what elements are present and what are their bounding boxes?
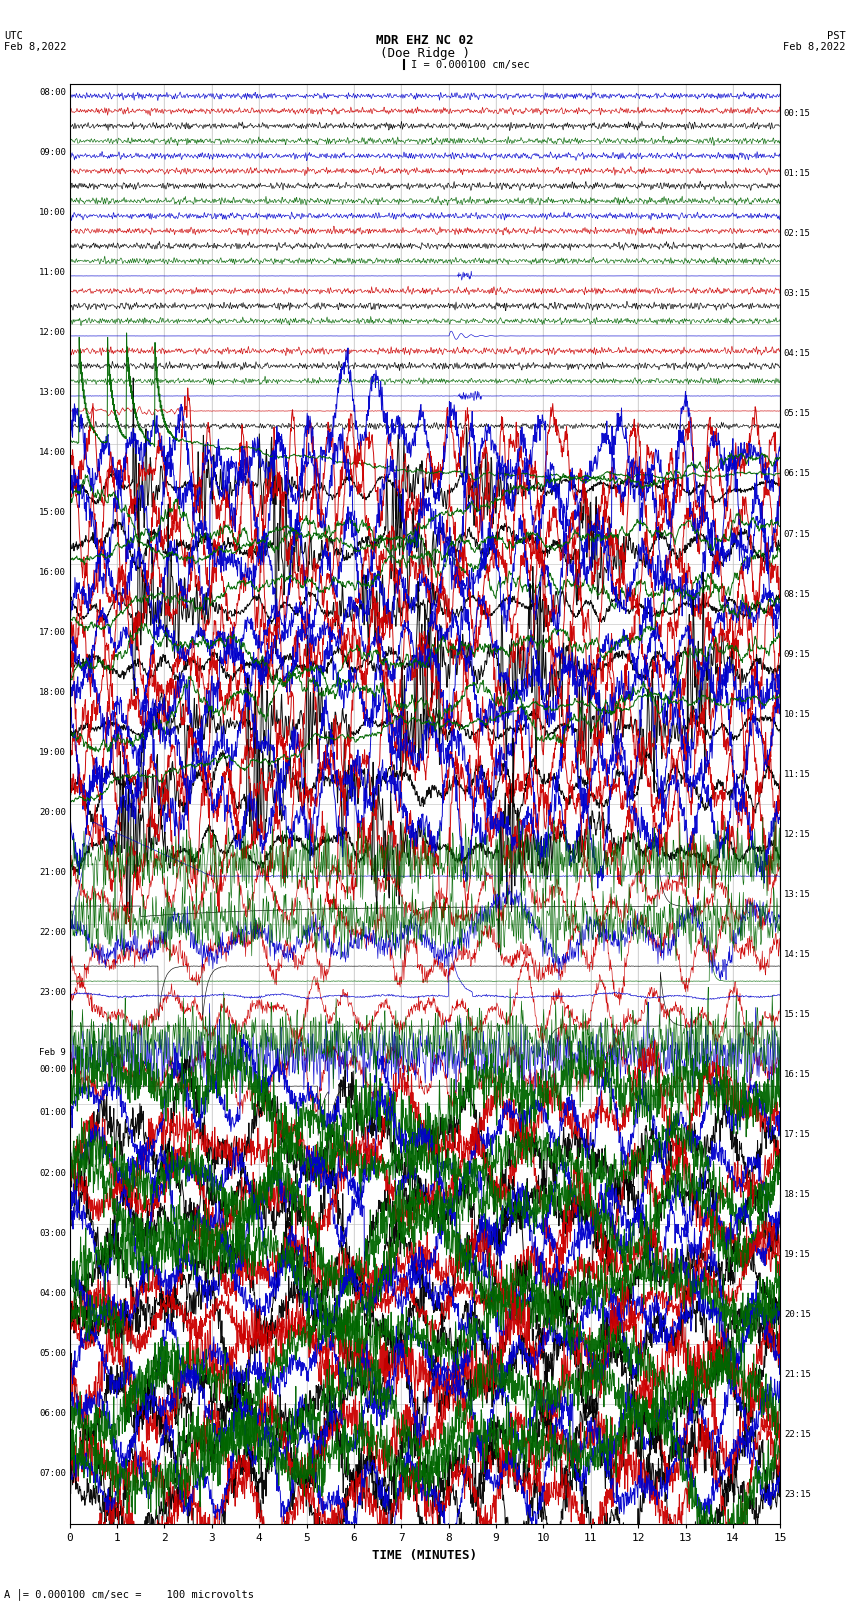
Text: 07:00: 07:00 bbox=[39, 1468, 66, 1478]
Text: 03:00: 03:00 bbox=[39, 1229, 66, 1237]
Text: 06:15: 06:15 bbox=[784, 469, 811, 479]
Text: 20:00: 20:00 bbox=[39, 808, 66, 818]
Text: I = 0.000100 cm/sec: I = 0.000100 cm/sec bbox=[411, 60, 530, 69]
X-axis label: TIME (MINUTES): TIME (MINUTES) bbox=[372, 1548, 478, 1561]
Text: 10:00: 10:00 bbox=[39, 208, 66, 218]
Text: 22:15: 22:15 bbox=[784, 1429, 811, 1439]
Text: 05:15: 05:15 bbox=[784, 410, 811, 418]
Text: 13:15: 13:15 bbox=[784, 890, 811, 898]
Text: UTC: UTC bbox=[4, 31, 23, 40]
Text: 20:15: 20:15 bbox=[784, 1310, 811, 1319]
Text: 21:00: 21:00 bbox=[39, 868, 66, 877]
Text: MDR EHZ NC 02: MDR EHZ NC 02 bbox=[377, 34, 473, 47]
Text: 19:15: 19:15 bbox=[784, 1250, 811, 1258]
Text: A │= 0.000100 cm/sec =    100 microvolts: A │= 0.000100 cm/sec = 100 microvolts bbox=[4, 1589, 254, 1600]
Text: (Doe Ridge ): (Doe Ridge ) bbox=[380, 47, 470, 60]
Text: 09:00: 09:00 bbox=[39, 148, 66, 156]
Text: 23:00: 23:00 bbox=[39, 989, 66, 997]
Text: 05:00: 05:00 bbox=[39, 1348, 66, 1358]
Text: 11:00: 11:00 bbox=[39, 268, 66, 277]
Text: 03:15: 03:15 bbox=[784, 289, 811, 298]
Text: 21:15: 21:15 bbox=[784, 1369, 811, 1379]
Text: 09:15: 09:15 bbox=[784, 650, 811, 658]
Text: 08:00: 08:00 bbox=[39, 89, 66, 97]
Text: 04:00: 04:00 bbox=[39, 1289, 66, 1297]
Text: 18:15: 18:15 bbox=[784, 1190, 811, 1198]
Text: Feb 9: Feb 9 bbox=[39, 1048, 66, 1058]
Text: 12:15: 12:15 bbox=[784, 829, 811, 839]
Text: Feb 8,2022: Feb 8,2022 bbox=[4, 42, 67, 52]
Text: 15:00: 15:00 bbox=[39, 508, 66, 518]
Text: 01:15: 01:15 bbox=[784, 169, 811, 179]
Text: 16:15: 16:15 bbox=[784, 1069, 811, 1079]
Text: 23:15: 23:15 bbox=[784, 1490, 811, 1498]
Text: 08:15: 08:15 bbox=[784, 589, 811, 598]
Text: 04:15: 04:15 bbox=[784, 350, 811, 358]
Text: 02:15: 02:15 bbox=[784, 229, 811, 239]
Text: PST: PST bbox=[827, 31, 846, 40]
Text: 00:15: 00:15 bbox=[784, 110, 811, 118]
Text: 07:15: 07:15 bbox=[784, 529, 811, 539]
Text: 12:00: 12:00 bbox=[39, 329, 66, 337]
Text: 16:00: 16:00 bbox=[39, 568, 66, 577]
Text: 18:00: 18:00 bbox=[39, 689, 66, 697]
Text: 10:15: 10:15 bbox=[784, 710, 811, 718]
Text: 17:15: 17:15 bbox=[784, 1129, 811, 1139]
Text: 11:15: 11:15 bbox=[784, 769, 811, 779]
Text: 14:00: 14:00 bbox=[39, 448, 66, 458]
Text: 15:15: 15:15 bbox=[784, 1010, 811, 1019]
Text: 19:00: 19:00 bbox=[39, 748, 66, 758]
Text: Feb 8,2022: Feb 8,2022 bbox=[783, 42, 846, 52]
Text: 13:00: 13:00 bbox=[39, 389, 66, 397]
Text: 02:00: 02:00 bbox=[39, 1168, 66, 1177]
Text: 06:00: 06:00 bbox=[39, 1408, 66, 1418]
Text: 01:00: 01:00 bbox=[39, 1108, 66, 1118]
Text: 17:00: 17:00 bbox=[39, 629, 66, 637]
Text: 14:15: 14:15 bbox=[784, 950, 811, 958]
Text: 00:00: 00:00 bbox=[39, 1065, 66, 1074]
Text: 22:00: 22:00 bbox=[39, 929, 66, 937]
